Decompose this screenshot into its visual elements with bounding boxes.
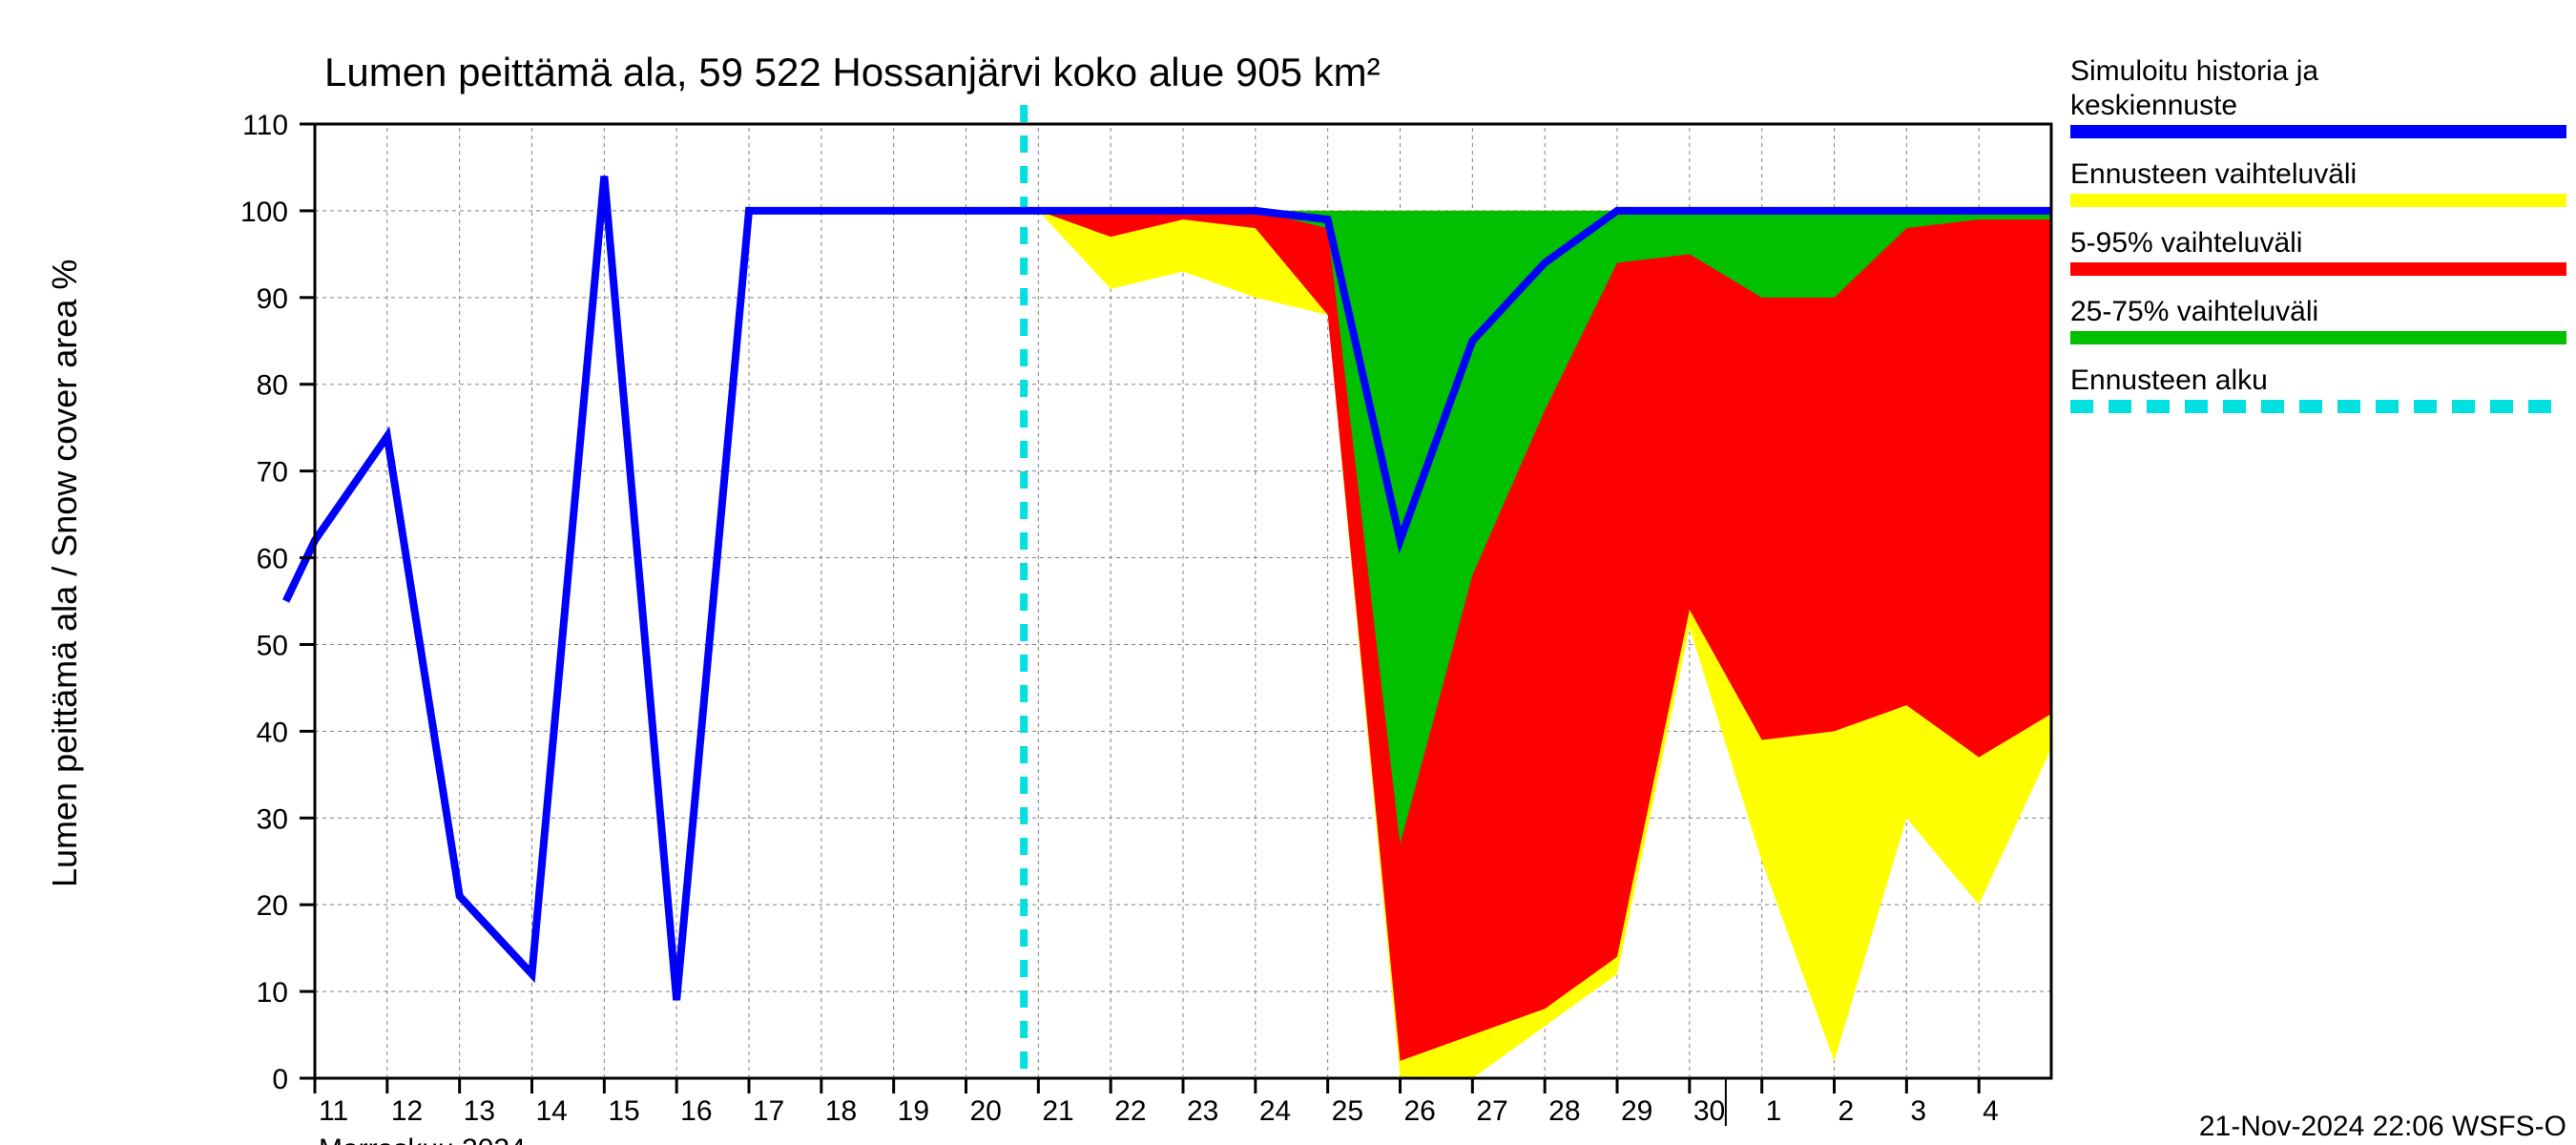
xtick-label: 24 [1259,1095,1291,1127]
xtick-label: 18 [825,1095,857,1127]
xtick-label: 22 [1114,1095,1146,1127]
ytick-label: 110 [242,110,288,141]
ytick-label: 90 [257,283,288,315]
ytick-label: 30 [257,803,288,835]
chart-container: 0102030405060708090100110111213141516171… [0,0,2576,1145]
legend-label: 5-95% vaihteluväli [2070,227,2302,259]
ytick-label: 100 [240,197,288,228]
xtick-label: 17 [753,1095,784,1127]
xtick-label: 1 [1766,1095,1782,1127]
xtick-label: 28 [1548,1095,1580,1127]
xtick-label: 29 [1621,1095,1652,1127]
xtick-label: 4 [1983,1095,1999,1127]
xtick-label: 11 [319,1095,348,1127]
xtick-label: 23 [1187,1095,1218,1127]
xtick-label: 15 [608,1095,639,1127]
ytick-label: 70 [257,457,288,489]
xtick-label: 3 [1910,1095,1926,1127]
month-label-fi: Marraskuu 2024 [319,1134,526,1145]
ytick-label: 40 [257,717,288,748]
ytick-label: 80 [257,370,288,402]
xtick-label: 2 [1839,1095,1855,1127]
chart-title: Lumen peittämä ala, 59 522 Hossanjärvi k… [324,50,1381,94]
xtick-label: 25 [1332,1095,1363,1127]
legend-label: Ennusteen alku [2070,364,2268,396]
xtick-label: 14 [536,1095,568,1127]
ytick-label: 60 [257,544,288,575]
xtick-label: 19 [898,1095,929,1127]
ytick-label: 50 [257,630,288,661]
legend-label: Ennusteen vaihteluväli [2070,158,2357,190]
xtick-label: 20 [970,1095,1002,1127]
xtick-label: 12 [391,1095,423,1127]
ytick-label: 20 [257,890,288,922]
xtick-label: 16 [680,1095,712,1127]
chart-footer: 21-Nov-2024 22:06 WSFS-O [2199,1111,2566,1142]
snow-cover-chart: 0102030405060708090100110111213141516171… [0,0,2576,1145]
ytick-label: 10 [257,977,288,1009]
ytick-label: 0 [272,1064,288,1095]
xtick-label: 13 [464,1095,495,1127]
legend-label: keskiennuste [2070,90,2237,121]
xtick-label: 30 [1693,1095,1725,1127]
legend-label: 25-75% vaihteluväli [2070,296,2318,327]
xtick-label: 26 [1404,1095,1436,1127]
y-axis-label: Lumen peittämä ala / Snow cover area % [45,260,84,887]
xtick-label: 27 [1476,1095,1507,1127]
legend-label: Simuloitu historia ja [2070,55,2318,87]
xtick-label: 21 [1042,1095,1073,1127]
